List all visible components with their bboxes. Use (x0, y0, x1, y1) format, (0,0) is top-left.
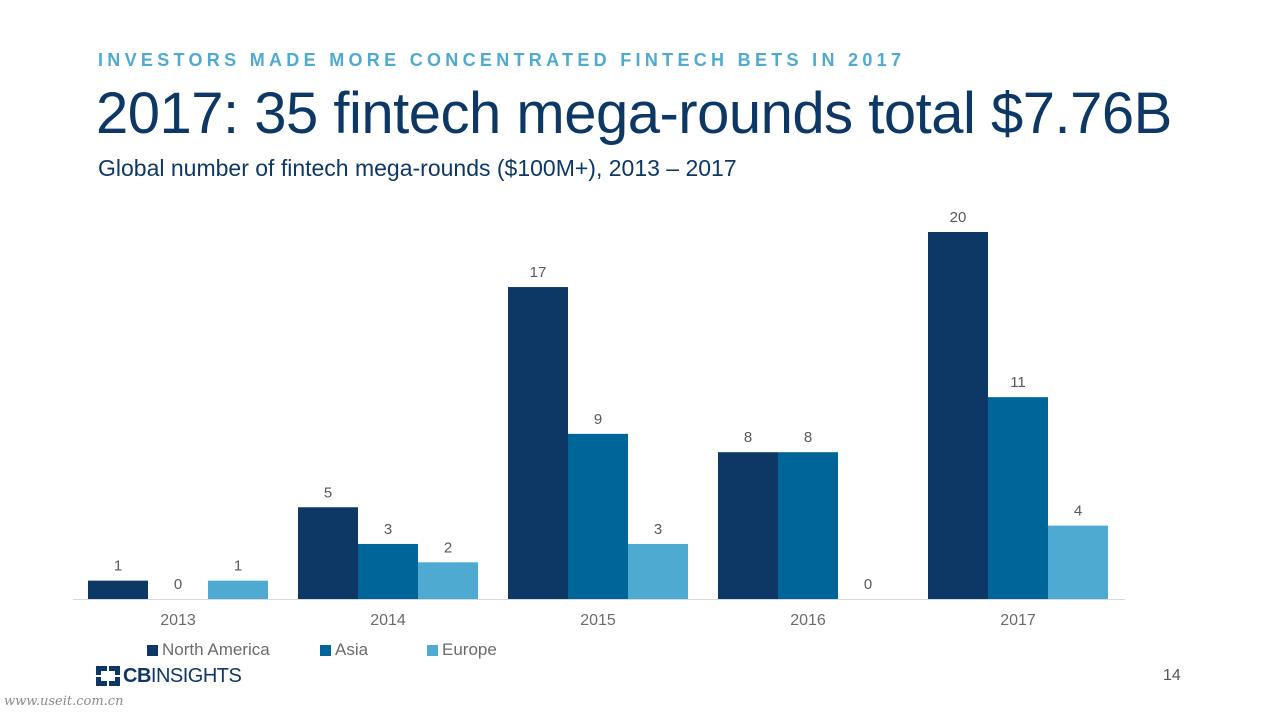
data-label: 8 (804, 429, 812, 446)
legend-swatch (320, 644, 331, 656)
bar (628, 543, 688, 599)
page-number: 14 (1163, 667, 1181, 684)
data-label: 3 (654, 521, 662, 538)
data-label: 3 (384, 521, 392, 538)
logo-bold-text: CB (123, 664, 151, 687)
logo-wordmark: CBINSIGHTS (123, 664, 242, 688)
data-label: 1 (234, 558, 242, 575)
legend-label: Europe (442, 640, 497, 659)
data-label: 9 (594, 411, 602, 428)
slide-kicker: INVESTORS MADE MORE CONCENTRATED FINTECH… (98, 50, 906, 70)
bar (1048, 525, 1108, 599)
x-tick-label: 2015 (580, 612, 616, 629)
bar (778, 452, 838, 599)
cb-insights-logo: CBINSIGHTS (96, 664, 242, 688)
x-tick-label: 2017 (1000, 612, 1036, 629)
legend-item: Asia (320, 640, 368, 660)
chart-subtitle: Global number of fintech mega-rounds ($1… (98, 155, 737, 181)
data-label: 2 (444, 539, 452, 556)
bar (508, 287, 568, 599)
data-label: 5 (324, 484, 332, 501)
bar (568, 433, 628, 599)
x-tick-label: 2016 (790, 612, 826, 629)
data-label: 11 (1010, 374, 1026, 391)
bar (418, 562, 478, 599)
legend-label: Asia (335, 640, 369, 659)
watermark-text: www.useit.com.cn (4, 694, 124, 709)
bar (718, 452, 778, 599)
x-tick-label: 2014 (370, 612, 406, 629)
data-label: 4 (1074, 503, 1082, 520)
bar (88, 580, 148, 599)
logo-light-text: INSIGHTS (150, 664, 242, 687)
legend-swatch (427, 644, 438, 656)
bar (358, 543, 418, 599)
data-label: 20 (950, 209, 967, 226)
legend-item: Europe (427, 640, 497, 660)
cb-logo-icon (96, 666, 120, 686)
data-label: 8 (744, 429, 752, 446)
bar (928, 232, 988, 599)
x-tick-label: 2013 (160, 612, 196, 629)
data-label: 17 (530, 264, 547, 281)
bar (298, 507, 358, 599)
data-label: 1 (114, 558, 122, 575)
data-label: 0 (174, 576, 182, 593)
legend-item: North America (147, 640, 270, 660)
legend-label: North America (162, 640, 270, 659)
data-label: 0 (864, 576, 872, 593)
bar (208, 580, 268, 599)
slide-title: 2017: 35 fintech mega-rounds total $7.76… (96, 81, 1172, 146)
legend-swatch (147, 644, 158, 656)
bar (988, 397, 1048, 599)
